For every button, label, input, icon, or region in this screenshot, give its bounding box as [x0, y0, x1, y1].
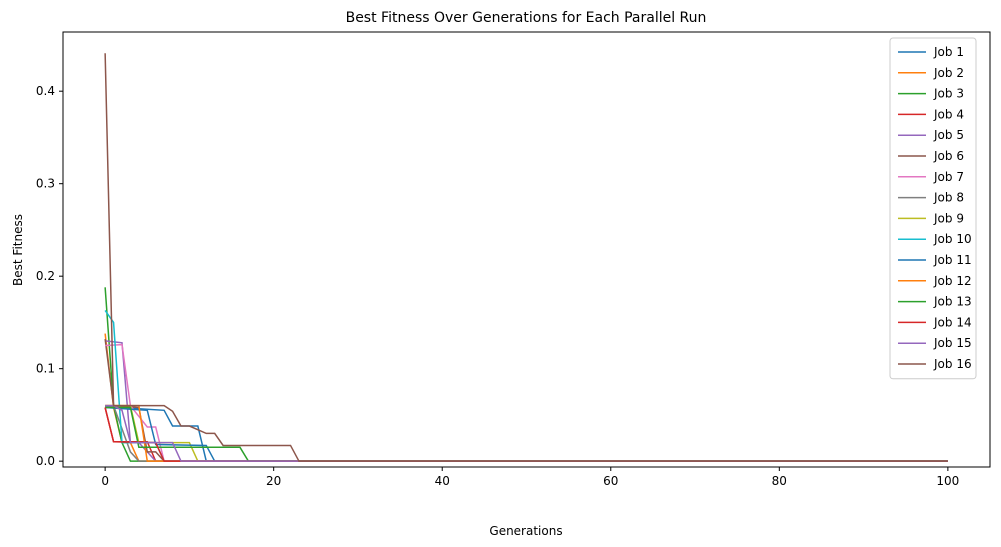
series-line [104, 407, 948, 462]
x-tick-label: 80 [772, 474, 787, 488]
y-tick-label: 0.0 [36, 454, 55, 468]
legend-label: Job 7 [933, 170, 964, 184]
legend-label: Job 4 [933, 107, 964, 121]
legend-label: Job 11 [933, 253, 972, 267]
y-tick-label: 0.1 [36, 362, 55, 376]
series-line [104, 338, 948, 462]
legend-label: Job 16 [933, 357, 972, 371]
legend-label: Job 5 [933, 128, 964, 142]
legend-label: Job 2 [933, 66, 964, 80]
x-tick-label: 60 [603, 474, 618, 488]
series-line [105, 340, 948, 462]
x-tick-label: 0 [101, 474, 109, 488]
legend-label: Job 12 [933, 274, 972, 288]
legend-box [889, 37, 977, 380]
x-tick-label: 20 [266, 474, 281, 488]
chart-title: Best Fitness Over Generations for Each P… [346, 10, 707, 26]
y-tick-label: 0.2 [36, 269, 55, 283]
series-line [105, 404, 948, 462]
legend-label: Job 15 [933, 336, 972, 350]
series-line [104, 53, 948, 462]
plot-frame [62, 31, 991, 468]
x-axis-label: Generations [489, 524, 562, 538]
legend-label: Job 3 [933, 87, 964, 101]
series-line [104, 407, 948, 462]
x-tick-label: 40 [435, 474, 450, 488]
legend-label: Job 1 [933, 45, 964, 59]
series-line [104, 333, 948, 462]
series-line [104, 287, 948, 462]
legend-label: Job 14 [933, 315, 972, 329]
x-tick-label: 100 [936, 474, 959, 488]
series-line [104, 309, 948, 462]
y-axis-label: Best Fitness [11, 214, 25, 286]
series-line [105, 404, 948, 462]
series-line [105, 404, 948, 462]
series-line [105, 404, 948, 462]
y-tick-label: 0.4 [36, 84, 55, 98]
legend-label: Job 8 [933, 191, 964, 205]
series-line [105, 343, 948, 462]
series-line [105, 406, 948, 462]
series-line [105, 405, 948, 462]
legend-label: Job 13 [933, 295, 972, 309]
y-tick-label: 0.3 [36, 177, 55, 191]
legend-label: Job 6 [933, 149, 964, 163]
series-line [105, 406, 948, 462]
legend-label: Job 9 [933, 211, 964, 225]
legend-label: Job 10 [933, 232, 972, 246]
